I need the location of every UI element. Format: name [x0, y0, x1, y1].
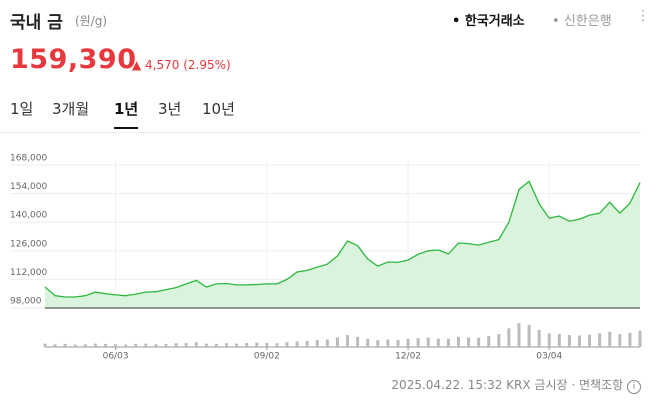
y-tick-label: 154,000	[10, 182, 47, 192]
volume-bar	[346, 335, 350, 347]
volume-bar	[53, 344, 57, 347]
period-tab[interactable]: 3개월	[52, 100, 90, 118]
volume-bar	[598, 333, 602, 347]
market: KRX 금시장	[506, 378, 568, 392]
source-label: 한국거래소	[464, 14, 525, 29]
y-tick-label: 126,000	[10, 239, 47, 249]
volume-bar	[335, 337, 339, 347]
volume-bar	[194, 342, 198, 347]
volume-bar	[588, 334, 592, 347]
source-label: 신한은행	[563, 14, 612, 29]
volume-bar	[83, 344, 87, 347]
y-tick-label: 168,000	[10, 154, 47, 164]
volume-bar	[285, 342, 289, 347]
more-menu[interactable]: ⋮	[636, 8, 650, 24]
volume-bar	[517, 323, 521, 347]
volume-bar	[467, 337, 471, 347]
volume-bar	[265, 342, 269, 347]
volume-bar	[154, 344, 158, 347]
divider	[0, 132, 641, 133]
volume-bar	[204, 343, 208, 347]
volume-bar	[446, 338, 450, 347]
volume-bar	[225, 343, 229, 347]
period-tab[interactable]: 10년	[202, 100, 235, 118]
volume-bar	[487, 336, 491, 347]
period-tab[interactable]: 1년	[114, 98, 139, 129]
source-tab[interactable]: • 신한은행	[552, 14, 612, 29]
footer: 2025.04.22. 15:32 KRX 금시장 · 면책조항 i	[391, 376, 641, 394]
volume-bar	[295, 341, 299, 347]
volume-bar	[134, 343, 138, 347]
price-change: ▲ 4,570 (2.95%)	[132, 58, 231, 72]
period-tab[interactable]: 1일	[10, 100, 34, 118]
volume-bar	[315, 340, 319, 347]
change-value: 4,570	[145, 58, 180, 72]
x-tick-label: 03/04	[536, 352, 562, 362]
volume-bar	[184, 342, 188, 347]
volume-bar	[577, 335, 581, 347]
volume-bar	[275, 343, 279, 347]
x-tick-label: 06/03	[103, 352, 129, 362]
volume-bar	[366, 338, 370, 347]
volume-bar	[618, 334, 622, 347]
volume-bar	[174, 343, 178, 347]
chart: 98,000 112,000 126,000 140,000 154,000 168,00…	[10, 154, 642, 362]
volume-bar	[73, 344, 77, 347]
volume-bar	[608, 331, 612, 347]
volume-bar	[235, 343, 239, 347]
volume-bar	[456, 336, 460, 347]
volume-bar	[406, 338, 410, 347]
x-tick-label: 09/02	[254, 352, 280, 362]
volume-bar	[426, 337, 430, 347]
timestamp: 2025.04.22. 15:32	[391, 378, 503, 392]
volume-bar	[325, 339, 329, 347]
volume-bar	[114, 344, 118, 347]
volume-bar	[396, 339, 400, 347]
volume-bar	[305, 340, 309, 347]
source-tab[interactable]: • 한국거래소	[452, 14, 525, 29]
volume-bar	[436, 338, 440, 347]
y-tick-label: 112,000	[10, 268, 47, 278]
title: 국내 금	[10, 13, 63, 33]
volume-bar	[527, 324, 531, 347]
y-tick-label: 140,000	[10, 211, 47, 221]
change-pct: (2.95%)	[183, 58, 231, 72]
volume-bar	[93, 343, 97, 347]
volume-bar	[124, 344, 128, 347]
volume-bar	[557, 334, 561, 347]
volume-bar	[255, 342, 259, 347]
period-tab[interactable]: 3년	[158, 100, 182, 118]
volume-bar	[386, 339, 390, 347]
volume-bar	[376, 340, 380, 347]
volume-bar	[537, 330, 541, 347]
volume-bar	[477, 337, 481, 347]
volume-bar	[164, 343, 168, 347]
info-icon[interactable]: i	[627, 380, 641, 394]
volume-bar	[63, 343, 67, 347]
volume-bar	[416, 338, 420, 347]
volume-bar	[567, 335, 571, 347]
y-tick-label: 98,000	[10, 297, 42, 307]
volume-bar	[104, 343, 108, 347]
line	[44, 180, 641, 298]
volume-bar	[638, 330, 642, 347]
volume-bar	[245, 342, 249, 347]
volume-bar	[144, 343, 148, 347]
volume-bar	[214, 343, 218, 347]
volume-bar	[43, 343, 47, 347]
unit: (원/g)	[75, 14, 108, 28]
volume-bar	[507, 328, 511, 347]
x-tick-label: 12/02	[395, 352, 421, 362]
volume-bar	[356, 336, 360, 347]
volume-bar	[497, 334, 501, 347]
price: 159,390	[10, 44, 137, 75]
area	[45, 181, 640, 308]
disclaimer[interactable]: 면책조항	[579, 378, 624, 392]
volume-bar	[547, 333, 551, 347]
volume-bar	[628, 332, 632, 347]
